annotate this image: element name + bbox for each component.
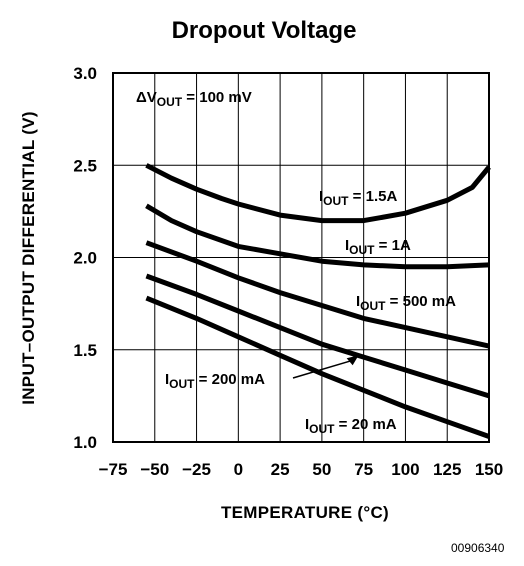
x-tick-label: 25 (271, 460, 290, 479)
series-lines (145, 163, 491, 439)
x-tick-label: −50 (140, 460, 169, 479)
chart-title: Dropout Voltage (172, 17, 357, 44)
series-labels: IOUT = 1.5A IOUT = 1A IOUT = 500 mA IOUT = … (165, 188, 456, 436)
series-line (145, 295, 490, 439)
y-tick-label: 2.0 (73, 249, 97, 268)
condition-label: ΔVOUT = 100 mV (136, 89, 252, 109)
figure-id: 00906340 (451, 541, 505, 555)
x-tick-labels: −75 −50 −25 0 25 50 75 100 125 150 (99, 460, 504, 479)
series-label: IOUT = 20 mA (305, 416, 397, 436)
series-label: IOUT = 1A (345, 237, 411, 257)
y-tick-label: 1.5 (73, 341, 97, 360)
series-label: IOUT = 200 mA (165, 371, 265, 391)
x-tick-label: 75 (354, 460, 373, 479)
arrow-head (346, 355, 359, 366)
y-tick-label: 1.0 (73, 433, 97, 452)
series-line (145, 273, 490, 399)
series-line (145, 163, 491, 224)
series-line (145, 240, 490, 349)
series-label: IOUT = 1.5A (319, 188, 397, 208)
x-tick-label: 125 (433, 460, 461, 479)
x-tick-label: −75 (99, 460, 128, 479)
y-tick-label: 3.0 (73, 64, 97, 83)
x-tick-label: 100 (391, 460, 419, 479)
x-axis-label: TEMPERATURE (°C) (221, 503, 389, 522)
series-line (145, 203, 490, 270)
arrow-line (292, 359, 353, 379)
x-tick-label: 150 (475, 460, 503, 479)
y-tick-labels: 1.0 1.5 2.0 2.5 3.0 (73, 64, 97, 452)
x-tick-label: −25 (182, 460, 211, 479)
y-axis-label: INPUT–OUTPUT DIFFERENTIAL (V) (19, 111, 38, 405)
series-label: IOUT = 500 mA (356, 293, 456, 313)
y-tick-label: 2.5 (73, 156, 97, 175)
x-tick-label: 50 (312, 460, 331, 479)
x-tick-label: 0 (234, 460, 243, 479)
plot-frame (112, 72, 490, 443)
